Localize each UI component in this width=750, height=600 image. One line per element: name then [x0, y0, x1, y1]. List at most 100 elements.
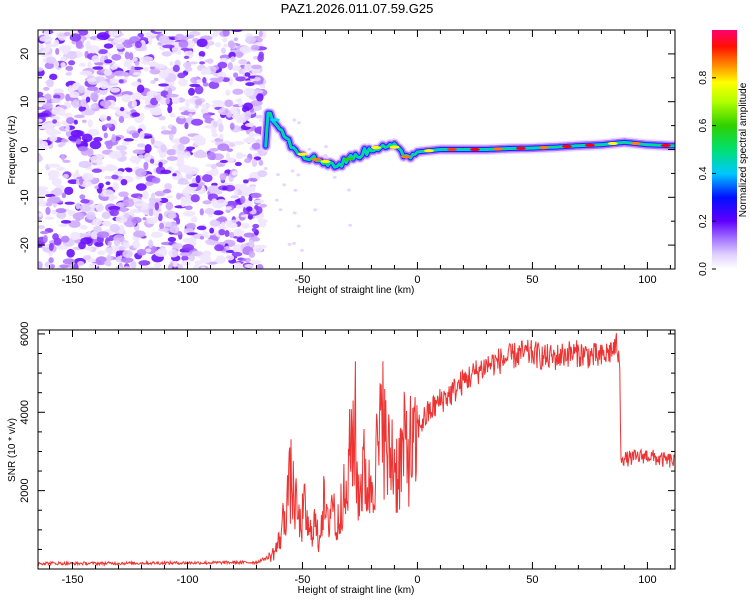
noise-blob: [115, 43, 125, 50]
noise-blob: [63, 173, 69, 179]
noise-blob: [252, 223, 260, 229]
noise-blob: [112, 182, 119, 191]
noise-blob: [52, 119, 58, 124]
noise-blob: [243, 232, 256, 238]
noise-blob: [171, 266, 179, 269]
noise-blob: [239, 46, 251, 54]
noise-blob: [55, 47, 60, 55]
noise-blob: [138, 260, 151, 266]
noise-blob: [77, 85, 85, 94]
noise-blob: [118, 191, 129, 198]
noise-blob: [250, 64, 262, 70]
noise-blob: [89, 140, 102, 150]
noise-blob: [81, 172, 94, 182]
noise-blob: [117, 51, 124, 55]
noise-blob: [230, 65, 242, 71]
x-tick-label: 50: [526, 274, 538, 286]
noise-blob: [66, 117, 75, 125]
noise-blob: [82, 119, 87, 124]
noise-blob: [238, 59, 248, 65]
noise-blob: [274, 198, 279, 202]
noise-blob: [164, 183, 172, 190]
noise-blob: [184, 169, 191, 175]
noise-blob: [124, 51, 130, 60]
noise-blob: [251, 133, 261, 137]
noise-blob: [159, 197, 169, 204]
noise-blob: [214, 244, 225, 252]
noise-blob: [106, 254, 112, 263]
noise-blob: [44, 62, 54, 70]
noise-blob: [136, 143, 146, 148]
noise-blob: [69, 33, 82, 42]
noise-blob: [242, 200, 253, 208]
noise-blob: [73, 263, 79, 269]
noise-blob: [212, 79, 223, 83]
noise-blob: [233, 141, 245, 145]
ridge-peak: [446, 147, 457, 152]
noise-blob: [72, 212, 85, 221]
noise-blob: [62, 159, 71, 163]
noise-blob: [61, 138, 69, 143]
noise-blob: [151, 177, 161, 184]
noise-blob: [245, 82, 255, 87]
noise-blob: [207, 151, 216, 161]
noise-blob: [187, 166, 200, 175]
noise-blob: [128, 52, 134, 61]
noise-blob: [225, 206, 232, 211]
noise-blob: [100, 100, 112, 107]
ridge-peak: [584, 143, 595, 147]
noise-blob: [38, 212, 43, 218]
noise-blob: [51, 177, 62, 187]
noise-blob: [143, 135, 153, 139]
x-tick-label: 0: [414, 574, 420, 586]
noise-blob: [202, 200, 212, 205]
noise-blob: [93, 136, 103, 142]
noise-blob: [39, 196, 44, 203]
noise-blob: [121, 94, 132, 103]
noise-blob: [56, 166, 65, 171]
noise-blob: [167, 105, 173, 114]
noise-blob: [242, 258, 247, 262]
colorbar-ticks: 0.0 0.2 0.4 0.6 0.8: [698, 70, 716, 276]
noise-blob: [230, 56, 236, 63]
noise-blob: [99, 114, 107, 122]
noise-blob: [53, 88, 64, 94]
noise-blob: [194, 98, 203, 106]
noise-blob: [222, 186, 228, 191]
noise-blob: [119, 106, 125, 112]
noise-blob: [77, 146, 89, 152]
top-y-ticks: -20 -10 0 10 20: [19, 29, 675, 270]
noise-blob: [105, 141, 113, 150]
noise-blob: [199, 61, 206, 65]
noise-blob: [131, 112, 141, 117]
noise-blob: [224, 230, 230, 238]
snr-panel: -150 -100 -50 0 50 100 2000 4000 6000 Height of…: [7, 322, 676, 596]
noise-blob: [224, 99, 233, 108]
y-tick-label: 2000: [19, 478, 31, 502]
noise-blob: [179, 115, 186, 119]
noise-blob: [195, 175, 201, 184]
noise-blob: [69, 91, 80, 99]
noise-blob: [107, 165, 118, 171]
noise-blob: [194, 104, 199, 109]
x-tick-label: 100: [638, 574, 656, 586]
noise-blob: [278, 208, 283, 212]
ridge-peak: [492, 147, 503, 151]
noise-blob: [104, 59, 113, 64]
x-tick-label: -150: [61, 274, 83, 286]
noise-blob: [60, 235, 70, 243]
y-tick-label: 6000: [19, 322, 31, 346]
noise-blob: [191, 177, 197, 184]
noise-blob: [94, 62, 104, 66]
noise-blob: [217, 76, 225, 81]
y-tick-label: 4000: [19, 400, 31, 424]
noise-blob: [131, 132, 140, 139]
noise-blob: [254, 199, 265, 204]
noise-blob: [251, 142, 261, 150]
noise-blob: [144, 152, 152, 161]
noise-blob: [108, 30, 121, 37]
noise-blob: [196, 225, 207, 231]
noise-blob: [78, 160, 92, 169]
noise-blob: [215, 255, 226, 264]
noise-blob: [189, 83, 201, 88]
